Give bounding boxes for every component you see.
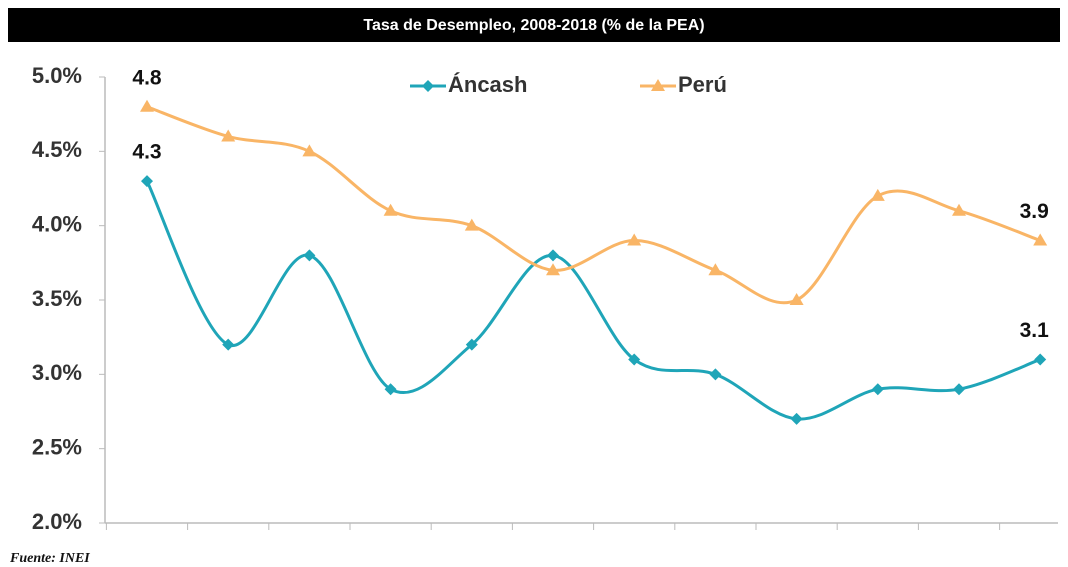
point	[547, 249, 559, 262]
data-label: 4.8	[132, 66, 162, 89]
y-tick-label: 4.0%	[32, 211, 82, 236]
title-bar	[8, 8, 1060, 42]
source: Fuente: INEI	[9, 551, 90, 566]
point	[221, 129, 236, 142]
point	[1034, 353, 1047, 366]
point	[383, 203, 398, 216]
legend-marker	[651, 79, 665, 91]
point	[870, 188, 885, 201]
series-line	[146, 105, 1041, 305]
chart-title: Tasa de Desempleo, 2008-2018 (% de la PE…	[363, 17, 704, 34]
point	[871, 383, 884, 396]
point	[790, 412, 803, 425]
point	[953, 383, 965, 396]
point	[708, 263, 723, 276]
point	[465, 338, 478, 351]
point	[464, 218, 479, 231]
point	[789, 293, 804, 305]
y-tick-label: 4.5%	[32, 137, 82, 162]
y-tick-label: 2.0%	[32, 509, 82, 534]
y-tick-label: 2.5%	[32, 434, 82, 459]
legend-label: Áncash	[448, 72, 527, 97]
data-label: 3.1	[1020, 319, 1050, 342]
legend-label: Perú	[678, 72, 727, 97]
point	[709, 368, 722, 381]
point	[222, 338, 235, 351]
point	[952, 203, 966, 216]
data-label: 4.3	[132, 141, 161, 164]
point	[546, 263, 560, 276]
y-tick-label: 5.0%	[32, 63, 82, 88]
point	[384, 383, 397, 396]
point	[302, 144, 317, 157]
point	[140, 99, 154, 112]
data-label: 3.9	[1020, 200, 1049, 223]
point	[628, 353, 641, 366]
point	[141, 175, 153, 188]
legend-marker	[422, 80, 434, 92]
y-tick-label: 3.5%	[32, 286, 82, 311]
point	[303, 249, 316, 262]
series-line	[145, 180, 1041, 421]
y-tick-label: 3.0%	[32, 360, 82, 385]
point	[627, 233, 642, 246]
point	[1033, 233, 1048, 246]
